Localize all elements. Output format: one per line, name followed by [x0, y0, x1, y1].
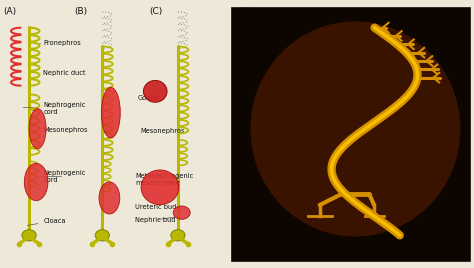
Text: Gonad: Gonad: [242, 94, 367, 100]
Ellipse shape: [95, 230, 109, 241]
Text: Ureteric bud: Ureteric bud: [136, 203, 182, 210]
Text: Cloaca: Cloaca: [27, 218, 66, 225]
Text: Pronephros: Pronephros: [39, 40, 81, 46]
Text: (D): (D): [239, 7, 253, 16]
Ellipse shape: [29, 109, 46, 149]
Bar: [231, 7, 470, 261]
Text: Ureter: Ureter: [242, 203, 360, 209]
Ellipse shape: [144, 80, 167, 102]
Text: Nephric bud: Nephric bud: [136, 217, 176, 223]
Text: Nephric
(Wolffian) duct: Nephric (Wolffian) duct: [237, 143, 343, 157]
Ellipse shape: [250, 21, 460, 237]
Text: Mesonephros: Mesonephros: [39, 127, 88, 133]
Ellipse shape: [24, 163, 48, 201]
Ellipse shape: [171, 230, 185, 241]
Text: Metanephrogenic
mesenchyme: Metanephrogenic mesenchyme: [136, 173, 194, 186]
Text: Metanephrogenic
mesenchyme: Metanephrogenic mesenchyme: [237, 173, 372, 186]
Ellipse shape: [141, 170, 179, 205]
Ellipse shape: [99, 182, 120, 214]
Ellipse shape: [22, 230, 36, 241]
Ellipse shape: [101, 87, 120, 138]
Text: (B): (B): [74, 7, 87, 16]
Text: (C): (C): [150, 7, 163, 16]
Text: (A): (A): [3, 7, 16, 16]
Text: Mesonephric
tubules: Mesonephric tubules: [242, 39, 360, 53]
Text: Mesonephros: Mesonephros: [140, 125, 188, 134]
Text: Nephrogenic
cord: Nephrogenic cord: [23, 102, 86, 115]
Text: Nephric duct: Nephric duct: [32, 70, 86, 76]
Text: Nephrogenic
cord: Nephrogenic cord: [43, 170, 86, 183]
Ellipse shape: [173, 206, 190, 219]
Text: Gonad: Gonad: [138, 91, 166, 101]
